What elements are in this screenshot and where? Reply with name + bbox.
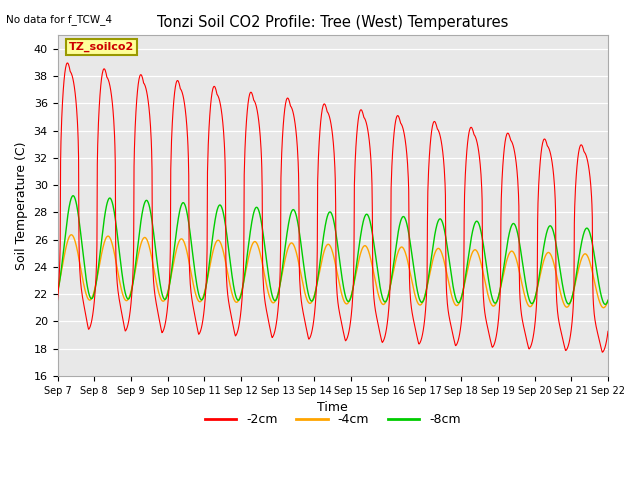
-4cm	[490, 303, 498, 309]
Legend: -2cm, -4cm, -8cm: -2cm, -4cm, -8cm	[200, 408, 466, 431]
-4cm	[177, 237, 184, 242]
Line: -2cm: -2cm	[58, 63, 608, 352]
-2cm	[63, 60, 71, 66]
-2cm	[604, 328, 612, 334]
Text: TZ_soilco2: TZ_soilco2	[68, 42, 134, 52]
-8cm	[177, 205, 184, 211]
Line: -8cm: -8cm	[58, 196, 608, 304]
-8cm	[539, 249, 547, 254]
Line: -4cm: -4cm	[58, 235, 608, 308]
-2cm	[539, 139, 547, 144]
-8cm	[69, 193, 77, 199]
Y-axis label: Soil Temperature (C): Soil Temperature (C)	[15, 142, 28, 270]
-2cm	[419, 332, 426, 337]
-8cm	[490, 300, 498, 306]
-2cm	[598, 349, 606, 355]
-4cm	[419, 300, 426, 305]
-4cm	[163, 292, 171, 298]
-2cm	[238, 298, 246, 303]
Title: Tonzi Soil CO2 Profile: Tree (West) Temperatures: Tonzi Soil CO2 Profile: Tree (West) Temp…	[157, 15, 508, 30]
-2cm	[54, 297, 61, 303]
-4cm	[600, 305, 607, 311]
Text: No data for f_TCW_4: No data for f_TCW_4	[6, 14, 113, 25]
-4cm	[67, 232, 75, 238]
-2cm	[177, 86, 184, 92]
-8cm	[419, 299, 426, 305]
-8cm	[163, 294, 171, 300]
-2cm	[163, 310, 171, 315]
-8cm	[604, 298, 612, 303]
X-axis label: Time: Time	[317, 401, 348, 414]
-8cm	[602, 301, 609, 307]
-4cm	[539, 261, 547, 266]
-8cm	[54, 290, 61, 296]
-4cm	[604, 298, 612, 303]
-8cm	[238, 288, 246, 294]
-4cm	[238, 288, 246, 293]
-2cm	[490, 341, 498, 347]
-4cm	[54, 288, 61, 293]
